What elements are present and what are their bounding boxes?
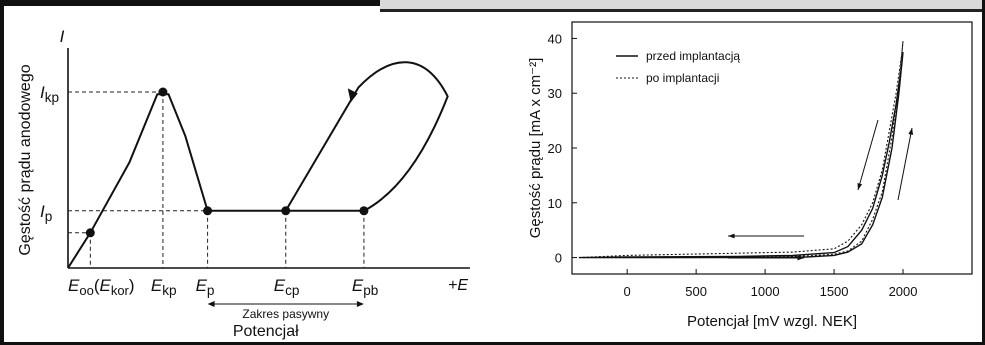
series-line-1 [578,41,904,259]
down-arrow-head [857,183,863,190]
y-axis-title: Gęstość prądu anodowego [17,64,34,255]
x-tick-cp: Ecp [274,276,300,298]
frame-bottom-border [0,342,985,345]
y-tick-label-20: 20 [548,141,562,156]
loop-arrow [347,88,358,103]
frame-top-right-border [380,0,985,12]
x-axis-symbol: +E [448,277,468,294]
marked-point-1 [158,87,168,97]
x-tick-pb: Epb [352,276,378,298]
curve-breakdown-loop [284,61,449,212]
return-arrow-head [728,233,735,239]
frame-top-left-border [0,0,380,6]
y-tick-label-30: 30 [548,86,562,101]
legend-label-1: po implantacji [646,71,719,85]
x-tick-label-1500: 1500 [820,284,849,299]
marked-point-4 [359,206,369,216]
frame-right-border [982,0,985,345]
legend-label-0: przed implantacją [646,49,740,63]
up-arrow-line [897,127,913,201]
y-axis-title: Gęstość prądu [mA x cm⁻²] [527,58,544,238]
x-tick-p: Ep [196,276,215,298]
x-tick-label-0: 0 [624,284,631,299]
y-tick-ip: Ip [40,202,52,224]
range-arrow-right-head [356,301,364,307]
x-tick-label-2000: 2000 [889,284,918,299]
x-tick-kp: Ekp [151,276,177,298]
x-tick-eoo: Eoo(Ekor) [68,276,135,298]
y-tick-ikp: Ikp [40,83,59,105]
x-axis-title: Potencjał [233,323,299,340]
y-tick-label-40: 40 [548,31,562,46]
x-tick-label-1000: 1000 [751,284,780,299]
marked-point-2 [203,206,213,216]
range-label: Zakres pasywny [242,307,329,321]
down-arrow-line [857,119,879,191]
marked-point-0 [85,228,95,238]
range-arrow-left-head [207,301,215,307]
x-axis-title: Potencjał [mV wzgl. NEK] [687,313,857,330]
x-tick-label-500: 500 [685,284,707,299]
forward-arrow-head [797,255,804,261]
frame-left-border [0,0,4,345]
marked-point-3 [281,206,291,216]
y-axis-symbol: I [60,27,65,46]
y-tick-label-10: 10 [548,196,562,211]
y-tick-label-0: 0 [555,251,562,266]
anodic-polarization-schematic: I +E Gęstość prądu anodowego Ikp Ip Eoo(Ekor)… [17,27,470,340]
series-line-0 [578,52,904,259]
up-arrow-head [908,128,914,135]
